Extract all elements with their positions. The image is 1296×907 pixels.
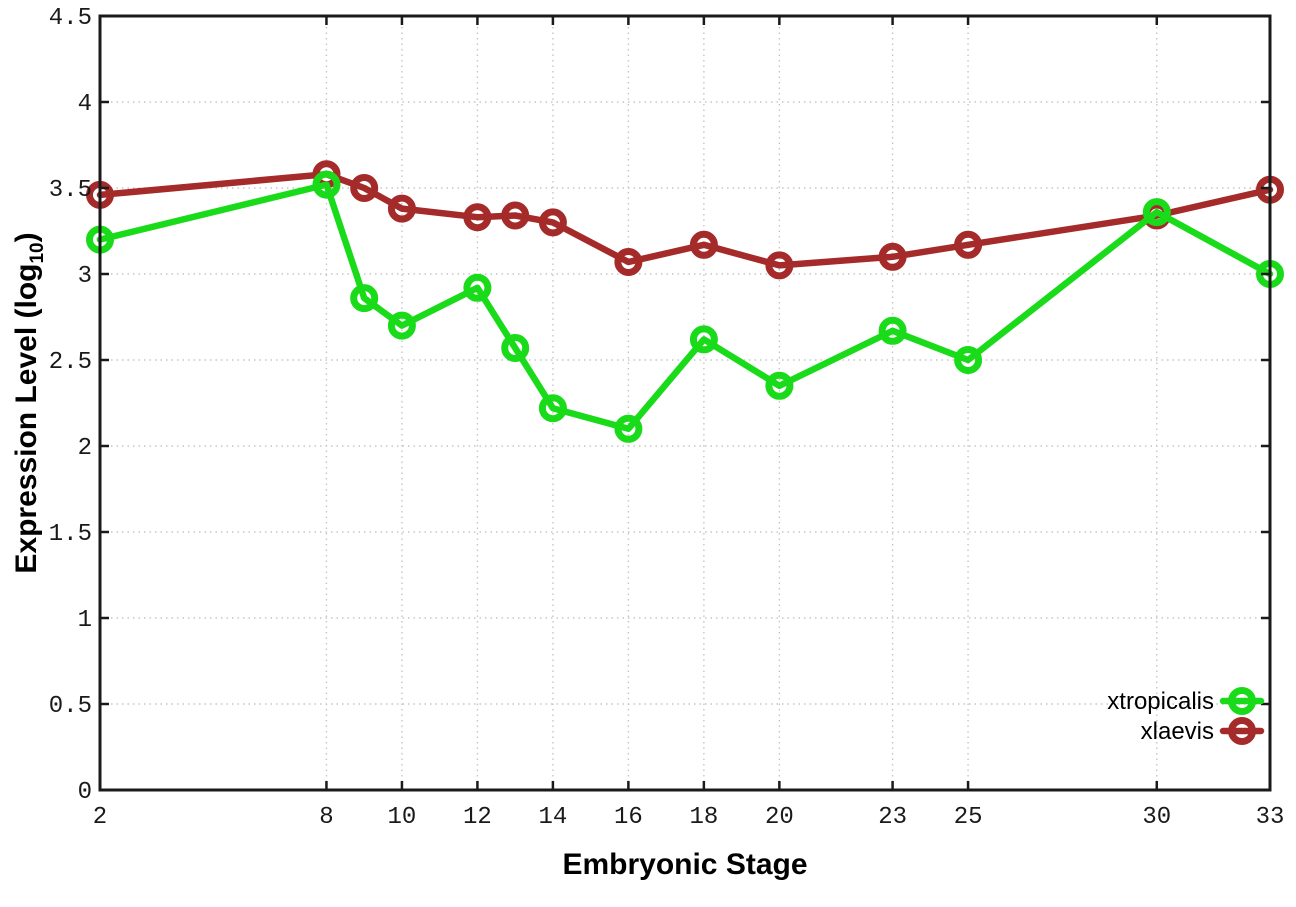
data-point-xlaevis — [614, 248, 643, 276]
data-point-xlaevis — [501, 201, 530, 230]
legend-label-xlaevis: xlaevis — [1141, 718, 1214, 745]
x-tick-label: 10 — [387, 804, 416, 831]
data-point-xtropicalis — [1142, 198, 1171, 227]
data-point-xlaevis — [689, 230, 718, 259]
y-tick-label: 2.5 — [49, 349, 92, 376]
y-tick-label: 3.5 — [49, 177, 92, 204]
series-xlaevis-line — [96, 170, 1274, 269]
y-tick-label: 4.5 — [49, 5, 92, 32]
tick-labels: 2 8 10 12 14 16 18 20 23 25 30 33 0 0.5 1 1.5 2 2.5 3 3.5 4 4… — [49, 5, 1285, 831]
x-tick-label: 25 — [954, 804, 983, 831]
legend-entry-xlaevis: xlaevis — [1141, 717, 1265, 745]
data-point-xtropicalis — [463, 273, 492, 302]
x-tick-label: 2 — [93, 804, 107, 831]
series-xtropicalis-line — [96, 181, 1274, 433]
x-tick-label: 23 — [878, 804, 907, 831]
x-tick-label: 16 — [614, 804, 643, 831]
legend-sample-marker — [1228, 687, 1256, 715]
y-tick-label: 2 — [78, 435, 92, 462]
y-tick-label: 1 — [78, 607, 92, 634]
data-point-xtropicalis — [387, 311, 416, 340]
x-tick-label: 20 — [765, 804, 794, 831]
data-point-xlaevis — [463, 203, 492, 232]
data-point-xtropicalis — [954, 346, 983, 374]
y-axis-title-main: Expression Level (log — [10, 264, 43, 574]
data-point-xtropicalis — [350, 284, 379, 313]
data-point-xlaevis — [350, 174, 379, 202]
y-tick-label: 0.5 — [49, 693, 92, 720]
series-xtropicalis — [86, 170, 1284, 443]
legend-sample-marker — [1228, 717, 1256, 745]
x-tick-label: 12 — [463, 804, 492, 831]
data-point-xtropicalis — [689, 325, 718, 354]
x-tick-label: 18 — [689, 804, 718, 831]
y-axis-title-close: ) — [10, 232, 43, 242]
data-point-xtropicalis — [878, 316, 907, 345]
legend-label-xtropicalis: xtropicalis — [1107, 688, 1214, 715]
data-point-xlaevis — [954, 230, 983, 259]
data-point-xtropicalis — [312, 170, 341, 199]
y-tick-label: 1.5 — [49, 521, 92, 548]
data-point-xtropicalis — [765, 371, 794, 400]
data-point-xtropicalis — [614, 414, 643, 443]
y-axis-title-subscript: 10 — [27, 242, 48, 263]
x-tick-label: 8 — [319, 804, 333, 831]
x-tick-label: 14 — [538, 804, 567, 831]
data-point-xlaevis — [878, 242, 907, 271]
tick-marks — [98, 14, 1272, 792]
x-axis-title: Embryonic Stage — [562, 848, 807, 881]
y-tick-label: 3 — [78, 263, 92, 290]
data-point-xlaevis — [765, 251, 794, 280]
x-tick-label: 33 — [1256, 804, 1285, 831]
y-tick-label: 0 — [78, 779, 92, 806]
data-point-xtropicalis — [501, 334, 530, 362]
plot-border — [98, 14, 1272, 792]
legend: xtropicalis xlaevis — [1107, 687, 1265, 745]
y-tick-label: 4 — [78, 91, 92, 118]
data-point-xlaevis — [387, 194, 416, 223]
data-point-xtropicalis — [538, 394, 567, 423]
data-point-xlaevis — [538, 208, 567, 237]
grid — [99, 15, 1271, 791]
x-tick-label: 30 — [1142, 804, 1171, 831]
legend-entry-xtropicalis: xtropicalis — [1107, 687, 1265, 715]
y-axis-title: Expression Level (log10) — [10, 232, 48, 573]
series-group — [86, 160, 1284, 443]
